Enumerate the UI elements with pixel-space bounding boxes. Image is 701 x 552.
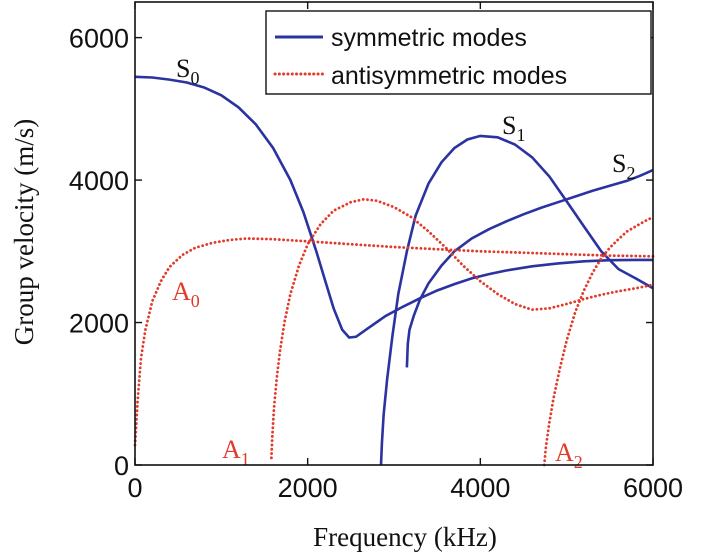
curve-s1	[379, 134, 654, 466]
x-axis-label: Frequency (kHz)	[313, 522, 497, 552]
y-tick-label: 4000	[69, 166, 129, 196]
x-tick-label: 6000	[623, 473, 683, 503]
curves-layer	[133, 75, 655, 467]
x-tick-label: 2000	[278, 473, 338, 503]
y-tick-label: 2000	[69, 309, 129, 339]
mode-label-a1: A1	[222, 435, 250, 469]
axis-ticks: 0 2000 4000 6000 0 2000 4000 6000	[69, 2, 683, 503]
curve-a1	[270, 197, 655, 460]
legend-label-symmetric: symmetric modes	[331, 24, 527, 52]
x-tick-label: 0	[127, 473, 142, 503]
y-tick-label: 6000	[69, 24, 129, 54]
legend-box	[265, 10, 652, 95]
curve-s2	[405, 168, 654, 368]
y-axis-label: Group velocity (m/s)	[9, 119, 39, 345]
mode-labels-layer: S0 S1 S2 A0 A1 A2	[172, 54, 635, 472]
legend: symmetric modes antisymmetric modes	[265, 10, 652, 95]
mode-label-s1: S1	[502, 111, 525, 145]
curve-a0	[133, 237, 655, 447]
legend-label-antisymmetric: antisymmetric modes	[331, 62, 567, 90]
mode-label-s0: S0	[176, 54, 199, 88]
y-tick-label: 0	[114, 451, 129, 481]
curve-a2	[542, 215, 655, 467]
curve-s0	[134, 75, 653, 339]
x-tick-label: 4000	[450, 473, 510, 503]
plot-frame	[134, 1, 654, 466]
mode-label-a0: A0	[172, 277, 200, 311]
mode-label-a2: A2	[555, 438, 583, 472]
mode-label-s2: S2	[612, 149, 635, 183]
